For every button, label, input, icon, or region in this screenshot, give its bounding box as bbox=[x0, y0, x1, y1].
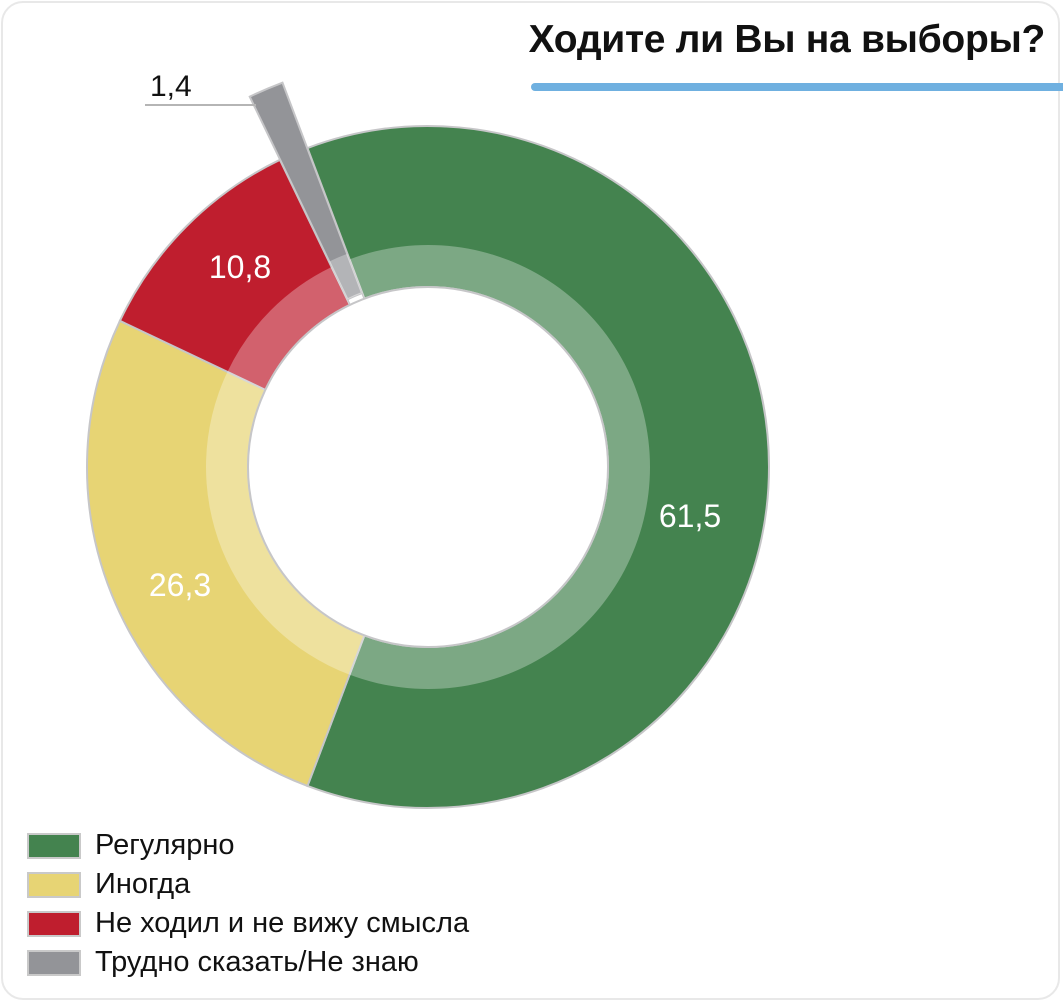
slice-sometimes-inner-ring bbox=[205, 371, 365, 675]
slice-dont-know-inner-ring bbox=[329, 253, 363, 300]
slice-label-never: 10,8 bbox=[209, 249, 271, 285]
legend: Регулярно Иногда Не ходил и не вижу смыс… bbox=[27, 826, 469, 982]
slice-label-sometimes: 26,3 bbox=[149, 567, 211, 603]
legend-label: Трудно сказать/Не знаю bbox=[95, 946, 419, 978]
legend-item-regularly: Регулярно bbox=[27, 826, 469, 865]
title-underline bbox=[531, 83, 1063, 91]
legend-label: Регулярно bbox=[95, 829, 235, 861]
legend-swatch bbox=[27, 832, 81, 859]
slice-label-dont-know: 1,4 bbox=[150, 70, 192, 103]
legend-swatch bbox=[27, 871, 81, 898]
legend-swatch bbox=[27, 949, 81, 976]
legend-label: Не ходил и не вижу смысла bbox=[95, 907, 470, 939]
chart-title: Ходите ли Вы на выборы? bbox=[528, 18, 1046, 61]
slice-never-inner-ring bbox=[227, 267, 350, 390]
legend-swatch bbox=[27, 910, 81, 937]
legend-item-sometimes: Иногда bbox=[27, 865, 469, 904]
slice-regularly-inner-ring bbox=[349, 245, 650, 689]
donut-hole bbox=[247, 286, 609, 648]
legend-label: Иногда bbox=[95, 868, 191, 900]
legend-item-dont-know: Трудно сказать/Не знаю bbox=[27, 943, 469, 982]
slice-dont-know bbox=[248, 81, 364, 301]
slice-label-regularly: 61,5 bbox=[659, 498, 721, 534]
legend-item-never: Не ходил и не вижу смысла bbox=[27, 904, 469, 943]
